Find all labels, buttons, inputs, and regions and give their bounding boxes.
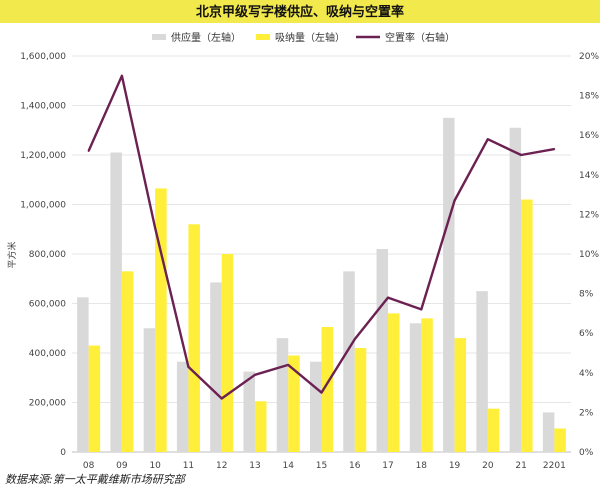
x-tick-label: 21 xyxy=(515,461,526,471)
supply-bar xyxy=(542,412,555,452)
absorption-bar xyxy=(454,338,467,452)
title-band xyxy=(0,0,600,23)
supply-bar xyxy=(243,371,255,452)
legend-label: 吸纳量（左轴） xyxy=(275,31,345,44)
chart-title: 北京甲级写字楼供应、吸纳与空置率 xyxy=(196,4,404,20)
absorption-bar xyxy=(88,345,101,452)
y-tick-label: 800,000 xyxy=(29,250,66,260)
supply-bar xyxy=(176,361,189,452)
supply-bar xyxy=(143,328,156,452)
absorption-bar xyxy=(354,348,367,452)
absorption-bar xyxy=(288,355,300,452)
x-tick-label: 14 xyxy=(283,461,295,471)
x-tick-label: 08 xyxy=(83,461,95,471)
axis-ticks: 0 200,000 400,000 600,000 800,000 1,000,000 1,… xyxy=(20,52,599,471)
data-source: 数据来源:第一太平戴维斯市场研究部 xyxy=(5,473,187,486)
supply-bar xyxy=(509,127,522,453)
bars xyxy=(77,117,566,453)
y-tick-label: 400,000 xyxy=(29,349,66,359)
vacancy-point xyxy=(254,373,256,376)
y2-tick-label: 16% xyxy=(579,131,599,141)
x-tick-label: 10 xyxy=(149,461,161,471)
y2-tick-label: 6% xyxy=(579,329,594,339)
supply-bar xyxy=(343,271,355,452)
legend-swatch xyxy=(256,34,270,40)
y2-tick-label: 4% xyxy=(579,369,594,379)
vacancy-point xyxy=(87,150,90,152)
absorption-bar xyxy=(487,408,500,452)
vacancy-point xyxy=(453,199,456,202)
legend: 供应量（左轴） 吸纳量（左轴） 空置率（右轴） xyxy=(152,31,455,44)
y2-tick-label: 12% xyxy=(579,210,599,220)
y2-tick-label: 20% xyxy=(579,52,599,62)
x-tick-label: 16 xyxy=(349,461,361,471)
supply-bar xyxy=(276,338,289,452)
absorption-bar xyxy=(554,428,566,452)
y-tick-label: 0 xyxy=(60,448,66,458)
absorption-bar xyxy=(221,254,234,452)
y2-tick-label: 8% xyxy=(579,290,594,300)
y-tick-label: 1,000,000 xyxy=(20,201,66,211)
y-tick-label: 1,200,000 xyxy=(20,151,66,161)
y-tick-label: 1,600,000 xyxy=(20,52,66,62)
y2-tick-label: 18% xyxy=(579,92,599,102)
vacancy-point xyxy=(520,154,522,156)
supply-bar xyxy=(310,361,322,452)
vacancy-point xyxy=(553,148,556,150)
absorption-bar xyxy=(254,401,267,452)
supply-bar xyxy=(77,297,89,452)
supply-bar xyxy=(409,323,422,452)
x-tick-label: 18 xyxy=(416,461,428,471)
y-tick-label: 200,000 xyxy=(29,399,66,409)
legend-label: 空置率（右轴） xyxy=(385,31,455,44)
vacancy-point xyxy=(387,296,389,299)
y2-tick-label: 0% xyxy=(579,448,594,458)
vacancy-point xyxy=(187,365,190,368)
vacancy-point xyxy=(320,391,323,394)
legend-label: 供应量（左轴） xyxy=(171,31,241,44)
absorption-bar xyxy=(421,318,433,452)
vacancy-point xyxy=(420,308,423,311)
x-tick-label: 20 xyxy=(482,461,494,471)
vacancy-point xyxy=(287,363,290,366)
x-tick-label: 19 xyxy=(449,461,461,471)
absorption-bar xyxy=(188,224,200,452)
y2-tick-label: 14% xyxy=(579,171,599,181)
x-tick-label: 12 xyxy=(216,461,227,471)
x-tick-label: 11 xyxy=(183,461,194,471)
x-tick-label: 13 xyxy=(249,461,260,471)
vacancy-point xyxy=(121,74,123,77)
absorption-bar xyxy=(155,188,167,452)
y-tick-label: 600,000 xyxy=(29,300,66,310)
x-tick-label: 17 xyxy=(382,461,393,471)
vacancy-point xyxy=(353,338,356,341)
legend-swatch xyxy=(152,34,166,40)
absorption-bar xyxy=(321,327,333,452)
y2-tick-label: 2% xyxy=(579,408,594,418)
y-tick-label: 1,400,000 xyxy=(20,102,66,112)
absorption-bar xyxy=(388,313,400,452)
x-tick-label: 09 xyxy=(116,461,128,471)
supply-bar xyxy=(476,291,488,452)
vacancy-point xyxy=(486,138,489,141)
supply-bar xyxy=(443,117,455,452)
absorption-bar xyxy=(521,199,533,452)
y2-tick-label: 10% xyxy=(579,250,599,260)
y-axis-label: 平方米 xyxy=(6,241,18,268)
supply-bar xyxy=(110,152,122,452)
vacancy-point xyxy=(154,227,157,230)
vacancy-line xyxy=(87,74,556,400)
x-tick-label: 2201 xyxy=(543,461,566,471)
vacancy-point xyxy=(220,397,223,400)
x-tick-label: 15 xyxy=(316,461,327,471)
absorption-bar xyxy=(121,271,134,452)
supply-bar xyxy=(376,249,389,452)
supply-bar xyxy=(210,282,222,452)
